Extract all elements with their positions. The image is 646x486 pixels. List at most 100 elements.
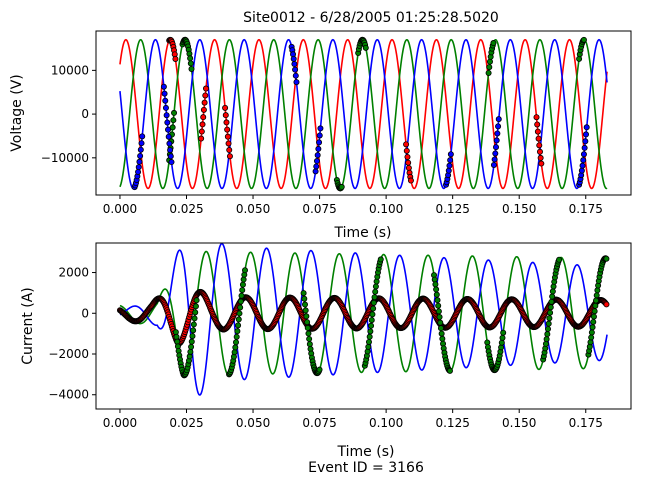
voltage-data-point	[292, 66, 299, 73]
current-data-point	[431, 276, 438, 283]
current-data-point	[234, 328, 241, 335]
current-x-tick-label: 0.000	[103, 416, 137, 430]
voltage-data-point	[136, 158, 143, 165]
current-data-point	[239, 287, 246, 294]
current-data-point	[367, 328, 374, 335]
current-data-point	[190, 327, 197, 334]
voltage-subplot: Site0012 - 6/28/2005 01:25:28.5020 0.000…	[9, 10, 632, 241]
current-data-point	[593, 297, 600, 304]
voltage-data-point	[538, 160, 545, 167]
voltage-data-point	[164, 119, 171, 126]
voltage-data-point	[226, 153, 233, 160]
voltage-data-point	[578, 167, 585, 174]
current-data-point	[232, 339, 239, 346]
current-data-point	[365, 343, 372, 350]
voltage-data-point	[138, 140, 145, 147]
voltage-data-point	[167, 147, 174, 154]
current-data-point	[593, 292, 600, 299]
current-data-point	[235, 322, 242, 329]
voltage-data-point	[405, 159, 412, 166]
current-data-point	[547, 309, 554, 316]
voltage-data-point	[317, 125, 324, 132]
current-x-tick-label: 0.175	[569, 416, 603, 430]
voltage-series-markers-1	[166, 36, 545, 184]
voltage-data-point	[223, 119, 230, 126]
voltage-data-point	[160, 83, 167, 90]
voltage-data-point	[362, 44, 369, 51]
voltage-data-point	[490, 161, 497, 168]
voltage-data-point	[168, 159, 175, 166]
voltage-x-tick-label: 0.100	[369, 202, 403, 216]
current-data-point	[589, 324, 596, 331]
voltage-data-point	[187, 60, 194, 67]
voltage-data-point	[314, 152, 321, 159]
current-subplot: 0.000 0.025 0.050 0.075 0.100 0.125 0.150 0.175…	[20, 242, 632, 460]
voltage-data-point	[533, 114, 540, 121]
current-data-point	[549, 293, 556, 300]
current-data-point	[189, 333, 196, 340]
current-data-point	[437, 325, 444, 332]
voltage-y-axis-label: Voltage (V)	[9, 74, 25, 151]
voltage-series-line-3	[119, 38, 608, 190]
voltage-data-point	[495, 123, 502, 130]
voltage-data-point	[447, 151, 454, 158]
voltage-data-point	[198, 128, 205, 135]
voltage-data-point	[580, 151, 587, 158]
voltage-data-point	[137, 152, 144, 159]
current-data-point	[542, 340, 549, 347]
voltage-chart-title: Site0012 - 6/28/2005 01:25:28.5020	[243, 10, 499, 26]
voltage-data-point	[583, 131, 590, 138]
voltage-data-point	[162, 97, 169, 104]
voltage-data-point	[224, 126, 231, 133]
current-series-markers-2	[172, 255, 610, 379]
voltage-data-point	[139, 133, 146, 140]
current-x-tick-label: 0.150	[502, 416, 536, 430]
current-data-point	[190, 321, 197, 328]
current-data-point	[545, 325, 552, 332]
current-axes-frame	[95, 242, 632, 410]
current-data-point	[236, 310, 243, 317]
voltage-series-markers-3	[131, 43, 590, 191]
current-data-point	[306, 335, 313, 342]
voltage-data-point	[166, 140, 173, 147]
current-data-point	[439, 335, 446, 342]
voltage-data-point	[405, 164, 412, 171]
voltage-x-tick-label: 0.125	[435, 202, 469, 216]
current-data-point	[370, 305, 377, 312]
current-y-tick-label: 0	[81, 306, 89, 320]
current-x-tick-label: 0.025	[169, 416, 203, 430]
voltage-data-point	[201, 99, 208, 106]
current-data-point	[369, 311, 376, 318]
current-data-point	[603, 301, 610, 308]
current-data-point	[590, 318, 597, 325]
voltage-plot-area	[119, 36, 608, 192]
voltage-data-point	[135, 168, 142, 175]
voltage-x-axis-label: Time (s)	[334, 225, 392, 241]
voltage-data-point	[580, 36, 587, 43]
voltage-data-point	[202, 92, 209, 99]
current-y-tick-label: −2000	[48, 347, 89, 361]
voltage-data-point	[163, 112, 170, 119]
current-data-point	[302, 307, 309, 314]
voltage-data-point	[493, 137, 500, 144]
voltage-data-point	[445, 167, 452, 174]
current-data-point	[435, 302, 442, 309]
current-x-axis-label: Time (s)	[337, 444, 395, 460]
current-data-point	[436, 314, 443, 321]
current-data-point	[231, 349, 238, 356]
current-data-point	[241, 267, 248, 274]
current-data-point	[304, 324, 311, 331]
current-data-point	[587, 339, 594, 346]
current-data-point	[556, 256, 563, 263]
current-data-point	[306, 341, 313, 348]
voltage-x-tick-label: 0.050	[236, 202, 270, 216]
voltage-data-point	[492, 144, 499, 151]
current-data-point	[192, 309, 199, 316]
voltage-data-point	[583, 124, 590, 131]
voltage-data-point	[485, 69, 492, 76]
voltage-data-point	[338, 183, 345, 190]
current-data-point	[366, 333, 373, 340]
current-data-point	[435, 308, 442, 315]
current-data-point	[591, 308, 598, 315]
voltage-data-point	[169, 124, 176, 131]
